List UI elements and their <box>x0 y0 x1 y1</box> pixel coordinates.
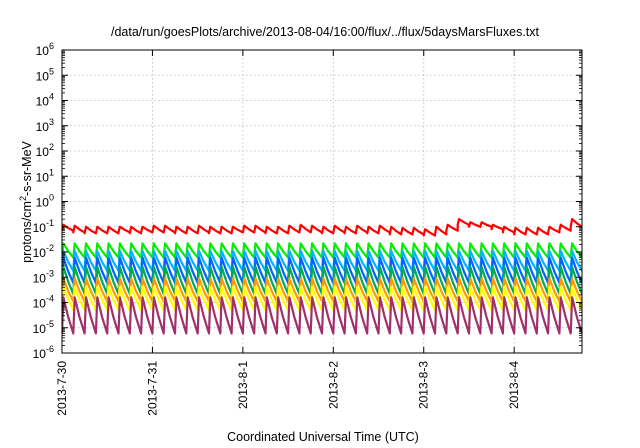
y-tick-label-exponent: 6 <box>49 41 54 51</box>
x-tick-label: 2013-8-1 <box>236 361 250 409</box>
y-tick-label: 105 <box>36 66 54 83</box>
y-tick-label-base: 10 <box>33 271 47 285</box>
series-line-0 <box>62 218 582 237</box>
y-tick-label-exponent: 2 <box>49 142 54 152</box>
y-tick-label-exponent: 1 <box>49 167 54 177</box>
y-tick-label-base: 10 <box>33 322 47 336</box>
x-tick-label: 2013-8-3 <box>417 361 431 409</box>
y-tick-labels: 10-610-510-410-310-210-11001011021031041… <box>33 41 54 361</box>
chart-title: /data/run/goesPlots/archive/2013-08-04/1… <box>111 25 540 39</box>
y-tick-label-exponent: -5 <box>46 319 54 329</box>
series-lines <box>62 218 582 335</box>
y-tick-label-exponent: 0 <box>49 193 54 203</box>
y-axis-label-suffix: -s-sr-MeV <box>20 140 34 196</box>
y-tick-label-base: 10 <box>33 246 47 260</box>
y-tick-label: 102 <box>36 142 54 159</box>
y-tick-label: 10-6 <box>33 344 54 361</box>
y-tick-label: 101 <box>36 167 54 184</box>
x-tick-label: 2013-7-30 <box>55 361 69 416</box>
y-tick-label: 104 <box>36 92 54 109</box>
y-tick-label-exponent: 4 <box>49 92 54 102</box>
y-tick-label-base: 10 <box>36 120 50 134</box>
y-axis-label-sup: 2 <box>18 196 28 201</box>
y-tick-label: 106 <box>36 41 54 58</box>
x-tick-label: 2013-8-4 <box>507 361 521 409</box>
y-tick-label-base: 10 <box>33 347 47 361</box>
y-tick-label: 10-5 <box>33 319 54 336</box>
y-axis-label-prefix: protons/cm <box>20 201 34 263</box>
series-line-7 <box>62 296 582 335</box>
y-tick-label-exponent: -3 <box>46 268 54 278</box>
y-tick-label-exponent: -4 <box>46 294 54 304</box>
y-tick-label-exponent: 3 <box>49 117 54 127</box>
y-tick-label: 10-4 <box>33 294 54 311</box>
y-tick-label-exponent: 5 <box>49 66 54 76</box>
x-axis-label: Coordinated Universal Time (UTC) <box>227 430 419 444</box>
y-axis-label: protons/cm2-s-sr-MeV <box>18 140 34 262</box>
y-tick-label-base: 10 <box>36 95 50 109</box>
y-tick-label: 10-3 <box>33 268 54 285</box>
x-tick-label: 2013-8-2 <box>326 361 340 409</box>
y-tick-label-base: 10 <box>33 297 47 311</box>
y-tick-label-exponent: -6 <box>46 344 54 354</box>
ticks <box>61 49 582 354</box>
x-tick-label: 2013-7-31 <box>145 361 159 416</box>
y-tick-label-base: 10 <box>36 69 50 83</box>
y-tick-label: 103 <box>36 117 54 134</box>
y-tick-label: 100 <box>36 193 54 210</box>
y-tick-label-base: 10 <box>36 44 50 58</box>
x-tick-labels: 2013-7-30 2013-7-31 2013-8-1 2013-8-2 2013-8… <box>55 361 521 416</box>
y-tick-label-base: 10 <box>36 196 50 210</box>
y-tick-label-exponent: -1 <box>46 218 54 228</box>
y-tick-label-base: 10 <box>36 145 50 159</box>
y-tick-label: 10-1 <box>33 218 54 235</box>
y-tick-label-exponent: -2 <box>46 243 54 253</box>
y-tick-label-base: 10 <box>33 221 47 235</box>
y-tick-label: 10-2 <box>33 243 54 260</box>
y-tick-label-base: 10 <box>36 170 50 184</box>
